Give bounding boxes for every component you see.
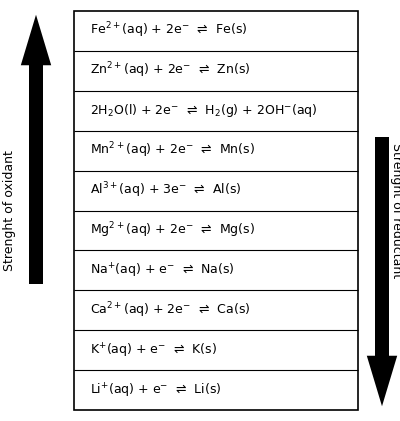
Polygon shape [375,137,389,356]
Polygon shape [367,356,397,406]
Text: Mn$^{2+}$(aq) + 2e$^{-}$  ⇌  Mn(s): Mn$^{2+}$(aq) + 2e$^{-}$ ⇌ Mn(s) [90,141,255,160]
Text: Li$^{+}$(aq) + e$^{-}$  ⇌  Li(s): Li$^{+}$(aq) + e$^{-}$ ⇌ Li(s) [90,381,222,400]
Text: 2H$_{2}$O(l) + 2e$^{-}$  ⇌  H$_{2}$(g) + 2OH$^{-}$(aq): 2H$_{2}$O(l) + 2e$^{-}$ ⇌ H$_{2}$(g) + 2… [90,102,318,119]
Text: Mg$^{2+}$(aq) + 2e$^{-}$  ⇌  Mg(s): Mg$^{2+}$(aq) + 2e$^{-}$ ⇌ Mg(s) [90,221,255,240]
Polygon shape [21,15,51,65]
Text: Fe$^{2+}$(aq) + 2e$^{-}$  ⇌  Fe(s): Fe$^{2+}$(aq) + 2e$^{-}$ ⇌ Fe(s) [90,21,247,40]
Polygon shape [29,65,43,284]
Text: Strenght of oxidant: Strenght of oxidant [4,150,16,271]
Text: K$^{+}$(aq) + e$^{-}$  ⇌  K(s): K$^{+}$(aq) + e$^{-}$ ⇌ K(s) [90,341,217,360]
Text: Ca$^{2+}$(aq) + 2e$^{-}$  ⇌  Ca(s): Ca$^{2+}$(aq) + 2e$^{-}$ ⇌ Ca(s) [90,301,250,320]
Text: Na$^{+}$(aq) + e$^{-}$  ⇌  Na(s): Na$^{+}$(aq) + e$^{-}$ ⇌ Na(s) [90,261,235,280]
Text: Zn$^{2+}$(aq) + 2e$^{-}$  ⇌  Zn(s): Zn$^{2+}$(aq) + 2e$^{-}$ ⇌ Zn(s) [90,61,250,80]
Text: Strenght of reductant: Strenght of reductant [390,143,400,278]
Text: Al$^{3+}$(aq) + 3e$^{-}$  ⇌  Al(s): Al$^{3+}$(aq) + 3e$^{-}$ ⇌ Al(s) [90,181,242,200]
